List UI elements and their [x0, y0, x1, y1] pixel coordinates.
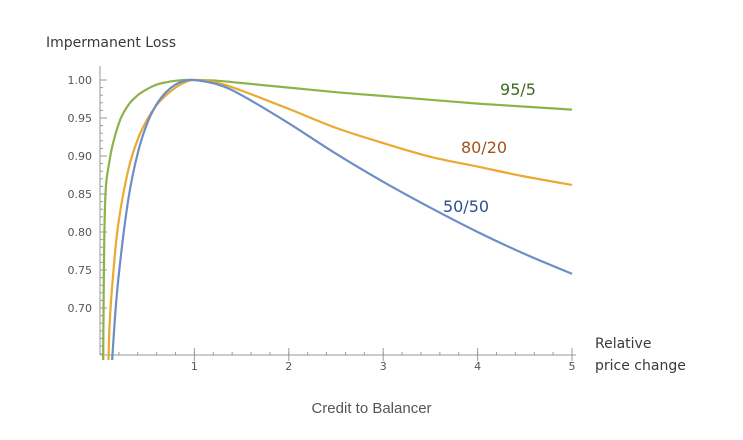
impermanent-loss-chart: Impermanent Loss Relative price change 0…	[46, 35, 686, 374]
series-labels: 95/5 80/20 50/50	[443, 80, 536, 216]
image-caption: Credit to Balancer	[311, 400, 432, 417]
y-tick-label: 0.75	[68, 264, 93, 277]
y-tick-label: 0.85	[68, 188, 93, 201]
y-tick-label: 0.90	[68, 150, 93, 163]
y-tick-label: 0.95	[68, 112, 93, 125]
series-line-80-20	[107, 78, 573, 360]
x-tick-label: 3	[380, 360, 387, 373]
series-line-50-50	[111, 78, 573, 360]
y-tick-label: 0.70	[68, 302, 93, 315]
series-label-80-20: 80/20	[461, 138, 507, 157]
x-tick-label: 4	[474, 360, 481, 373]
x-axis-title-line-1: Relative	[595, 336, 651, 352]
series-label-95-5: 95/5	[500, 80, 536, 99]
series-group	[102, 78, 573, 360]
axes: 0.70 0.75 0.80 0.85 0.90 0.95 1.00 1 2 3 4 5	[68, 66, 576, 373]
x-tick-label: 1	[191, 360, 198, 373]
y-tick-label: 1.00	[68, 74, 93, 87]
x-axis-title-line-2: price change	[595, 358, 686, 374]
x-tick-label: 5	[569, 360, 576, 373]
y-tick-label: 0.80	[68, 226, 93, 239]
series-label-50-50: 50/50	[443, 197, 489, 216]
y-axis-title: Impermanent Loss	[46, 35, 176, 51]
series-line-95-5	[102, 78, 573, 360]
x-tick-label: 2	[285, 360, 292, 373]
